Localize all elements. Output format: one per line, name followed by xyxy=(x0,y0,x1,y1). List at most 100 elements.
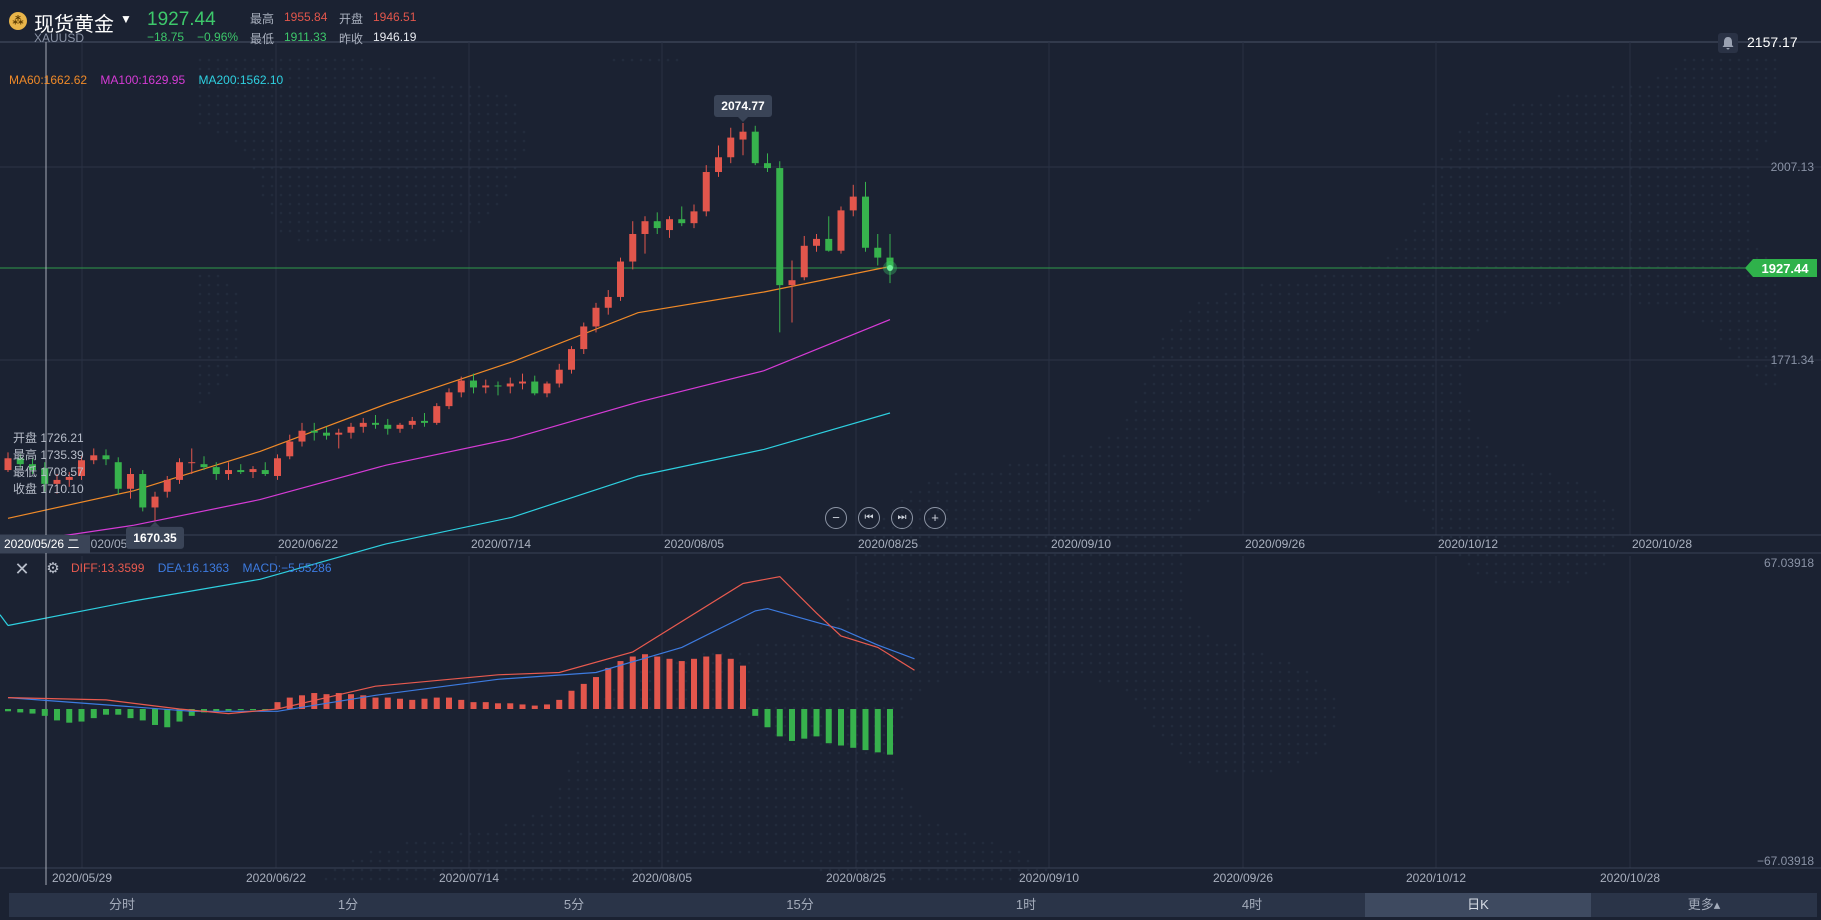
macd-bar xyxy=(678,661,685,709)
macd-bar xyxy=(372,697,379,709)
candle-body xyxy=(543,383,551,394)
bell-icon[interactable] xyxy=(1718,33,1738,53)
macd-bar xyxy=(605,667,612,709)
instrument-code: XAUUSD xyxy=(34,31,85,45)
macd-histogram xyxy=(5,654,893,755)
candle-body xyxy=(506,383,514,387)
gear-icon[interactable]: ⚙ xyxy=(46,560,60,577)
candle-body xyxy=(151,496,159,508)
ohlc-info-box: 开盘 1726.21 最高 1735.39 最低 1708.57 收盘 1710… xyxy=(13,430,84,498)
tab-more[interactable]: 更多▴ xyxy=(1687,897,1721,912)
close-icon[interactable]: ✕ xyxy=(14,559,30,579)
chevron-down-icon[interactable]: ▼ xyxy=(120,12,132,26)
macd-x-tick-label: 2020/05/29 xyxy=(52,871,112,885)
candle-body xyxy=(837,210,845,251)
tab-daily[interactable]: 日K xyxy=(1365,893,1591,917)
zoom-out-button[interactable]: − xyxy=(825,507,847,529)
candle-body xyxy=(494,385,502,387)
candle-body xyxy=(29,464,36,471)
macd-bar xyxy=(691,658,697,709)
candle-body xyxy=(102,455,110,460)
macd-bar xyxy=(237,709,244,711)
candle-body xyxy=(298,430,306,442)
candle-body xyxy=(555,369,563,384)
macd-bar xyxy=(127,709,134,719)
min-price-callout: 1670.35 xyxy=(126,521,184,549)
macd-bar xyxy=(152,709,158,725)
macd-bar xyxy=(66,709,73,723)
scroll-start-button[interactable]: ⏮ xyxy=(858,507,880,529)
macd-x-tick-label: 2020/09/26 xyxy=(1213,871,1273,885)
instrument-name[interactable]: 现货黄金 xyxy=(34,14,114,36)
candle-body xyxy=(286,441,294,457)
candle-body xyxy=(16,458,24,465)
open-label: 开盘 xyxy=(339,12,364,26)
candle-body xyxy=(604,296,612,308)
top-axis-price: 2157.17 xyxy=(1747,34,1798,50)
tab-1hour[interactable]: 1时 xyxy=(1015,897,1037,912)
macd-bar xyxy=(764,709,771,728)
candle-body xyxy=(874,247,882,258)
x-tick-label: 2020/06/22 xyxy=(278,537,338,551)
dea-legend: DEA:16.1363 xyxy=(157,561,230,575)
macd-bar xyxy=(225,709,232,711)
candle-body xyxy=(800,245,808,278)
macd-x-tick-label: 2020/08/25 xyxy=(826,871,886,885)
candle-body xyxy=(715,157,722,173)
candle-body xyxy=(690,211,698,224)
last-price-label: 1927.44 xyxy=(1762,261,1810,276)
candle-body xyxy=(274,458,281,476)
tab-fenshi[interactable]: 分时 xyxy=(108,897,135,912)
world-map-backdrop xyxy=(198,58,1777,881)
dea-line xyxy=(7,607,915,712)
macd-bar xyxy=(115,709,122,715)
open-value: 1946.51 xyxy=(373,10,417,24)
macd-axis-bottom: −67.03918 xyxy=(1757,854,1814,868)
macd-bar xyxy=(642,654,648,709)
ohlc-close: 收盘 1710.10 xyxy=(13,482,84,496)
candle-body xyxy=(617,261,624,297)
candle-body xyxy=(139,474,147,508)
scroll-end-button[interactable]: ⏭ xyxy=(891,507,913,529)
candle-body xyxy=(323,432,330,436)
macd-legend: DIFF:13.3599 DEA:16.1363 MACD:−5.55286 xyxy=(71,561,342,575)
chart-canvas[interactable]: 2007.131771.342020/05/292020/05/292020/0… xyxy=(0,0,1821,893)
ma200-line xyxy=(7,412,891,627)
macd-bar xyxy=(617,661,624,709)
price-axis-label-2: 1771.34 xyxy=(1771,353,1815,367)
macd-bar xyxy=(838,709,844,746)
last-point-dot xyxy=(887,264,893,271)
tab-4hour[interactable]: 4时 xyxy=(1241,897,1263,912)
ma100-line xyxy=(7,319,891,545)
candle-body xyxy=(384,424,392,429)
candle-body xyxy=(53,479,61,484)
candle-body xyxy=(421,420,428,423)
candle-body xyxy=(127,474,134,489)
candle-body xyxy=(310,430,318,433)
candle-body xyxy=(457,380,465,393)
candle-body xyxy=(666,219,673,231)
tab-5min[interactable]: 5分 xyxy=(563,897,585,912)
ohlc-low: 最低 1708.57 xyxy=(13,465,84,479)
macd-bar xyxy=(825,709,832,744)
macd-bar xyxy=(188,709,195,716)
macd-x-tick-label: 2020/10/28 xyxy=(1600,871,1660,885)
candle-body xyxy=(41,468,49,484)
candle-body xyxy=(519,381,526,384)
macd-x-tick-label: 2020/07/14 xyxy=(439,871,499,885)
macd-bar xyxy=(458,699,465,709)
macd-bar xyxy=(348,694,354,709)
macd-bar xyxy=(752,709,759,716)
candle-body xyxy=(470,380,477,388)
price-change: −18.75 xyxy=(147,30,185,44)
max-price-callout-text: 2074.77 xyxy=(721,99,765,113)
macd-bar xyxy=(519,704,526,709)
tab-15min[interactable]: 15分 xyxy=(786,897,814,912)
zoom-in-button[interactable]: + xyxy=(924,507,946,529)
macd-bar xyxy=(5,709,11,712)
macd-bar xyxy=(360,695,367,709)
candle-body xyxy=(396,424,404,429)
price-grid xyxy=(0,41,1821,869)
price-change-pct: −0.96% xyxy=(197,30,239,44)
tab-1min[interactable]: 1分 xyxy=(337,897,359,912)
